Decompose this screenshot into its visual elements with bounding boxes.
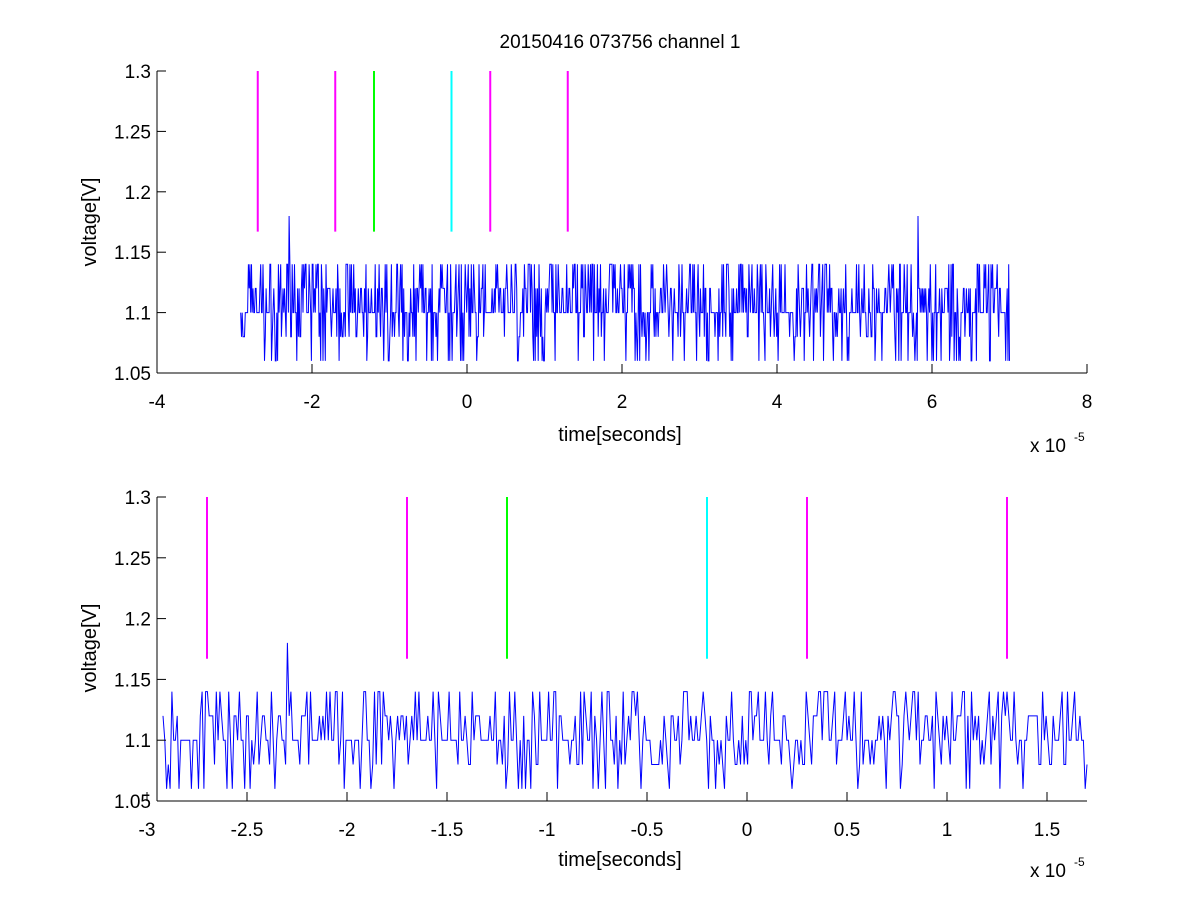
bottom-x-axis-label: time[seconds] xyxy=(558,849,681,871)
top-x-exponent-power: -5 xyxy=(1074,430,1085,444)
bottom-y-tick-label: 1.2 xyxy=(125,610,151,631)
top-y-tick-label: 1.3 xyxy=(125,62,151,83)
bottom-x-exponent: x 10 -5 xyxy=(1030,855,1085,882)
bottom-y-ticks: 1.05 1.1 1.15 1.2 1.25 1.3 xyxy=(114,488,166,813)
bottom-y-tick-label: 1.3 xyxy=(125,488,151,509)
top-x-tick-label: -2 xyxy=(304,392,321,413)
top-x-tick-label: 0 xyxy=(462,392,473,413)
bottom-x-tick-label: -2.5 xyxy=(231,820,264,841)
top-x-exponent: x 10 -5 xyxy=(1030,430,1085,457)
top-x-tick-label: 6 xyxy=(927,392,938,413)
bottom-x-tick-label: -2 xyxy=(339,820,356,841)
bottom-x-exponent-power: -5 xyxy=(1074,855,1085,869)
bottom-x-tick-label: -1 xyxy=(539,820,556,841)
bottom-x-ticks: -3 -2.5 -2 -1.5 -1 -0.5 0 0.5 1 1.5 xyxy=(139,792,1060,841)
bottom-y-tick-label: 1.05 xyxy=(114,792,151,813)
bottom-x-tick-label: -0.5 xyxy=(631,820,664,841)
bottom-y-tick-label: 1.25 xyxy=(114,549,151,570)
chart-title: 20150416 073756 channel 1 xyxy=(500,32,741,53)
top-x-tick-label: 8 xyxy=(1082,392,1093,413)
bottom-series-line-0 xyxy=(162,642,1088,789)
bottom-x-tick-label: 1.5 xyxy=(1034,820,1060,841)
bottom-x-tick-label: -1.5 xyxy=(431,820,464,841)
top-x-exponent-base: x 10 xyxy=(1030,436,1066,457)
top-axes: -4 -2 0 2 4 6 8 1.05 1.1 1.15 1.2 1.25 1.3 time[sec… xyxy=(79,62,1092,457)
top-x-axis-label: time[seconds] xyxy=(558,424,681,446)
top-y-tick-label: 1.25 xyxy=(114,122,151,143)
top-series-line-0 xyxy=(240,215,1010,362)
top-y-tick-label: 1.1 xyxy=(125,304,151,325)
top-y-ticks: 1.05 1.1 1.15 1.2 1.25 1.3 xyxy=(114,62,166,385)
bottom-y-tick-label: 1.1 xyxy=(125,731,151,752)
bottom-event-markers xyxy=(206,497,1008,659)
top-y-tick-label: 1.15 xyxy=(114,243,151,264)
top-y-tick-label: 1.2 xyxy=(125,183,151,204)
top-y-tick-label: 1.05 xyxy=(114,364,151,385)
bottom-x-tick-label: 1 xyxy=(942,820,953,841)
top-x-ticks: -4 -2 0 2 4 6 8 xyxy=(149,364,1093,413)
top-x-tick-label: 2 xyxy=(617,392,628,413)
top-y-axis-label: voltage[V] xyxy=(79,178,101,267)
bottom-axes: -3 -2.5 -2 -1.5 -1 -0.5 0 0.5 1 1.5 1.051.11.151.… xyxy=(79,488,1088,882)
bottom-axis-lines xyxy=(156,497,1087,802)
bottom-y-axis-label: voltage[V] xyxy=(79,604,101,693)
top-x-tick-label: -4 xyxy=(149,392,166,413)
top-voltage-trace xyxy=(240,215,1010,362)
bottom-x-tick-label: 0 xyxy=(742,820,753,841)
bottom-y-tick-label: 1.15 xyxy=(114,670,151,691)
top-x-tick-label: 4 xyxy=(772,392,783,413)
bottom-x-exponent-base: x 10 xyxy=(1030,861,1066,882)
bottom-voltage-trace xyxy=(162,642,1088,789)
bottom-x-tick-label: 0.5 xyxy=(834,820,860,841)
top-event-markers xyxy=(256,71,569,232)
bottom-x-tick-label: -3 xyxy=(139,820,156,841)
